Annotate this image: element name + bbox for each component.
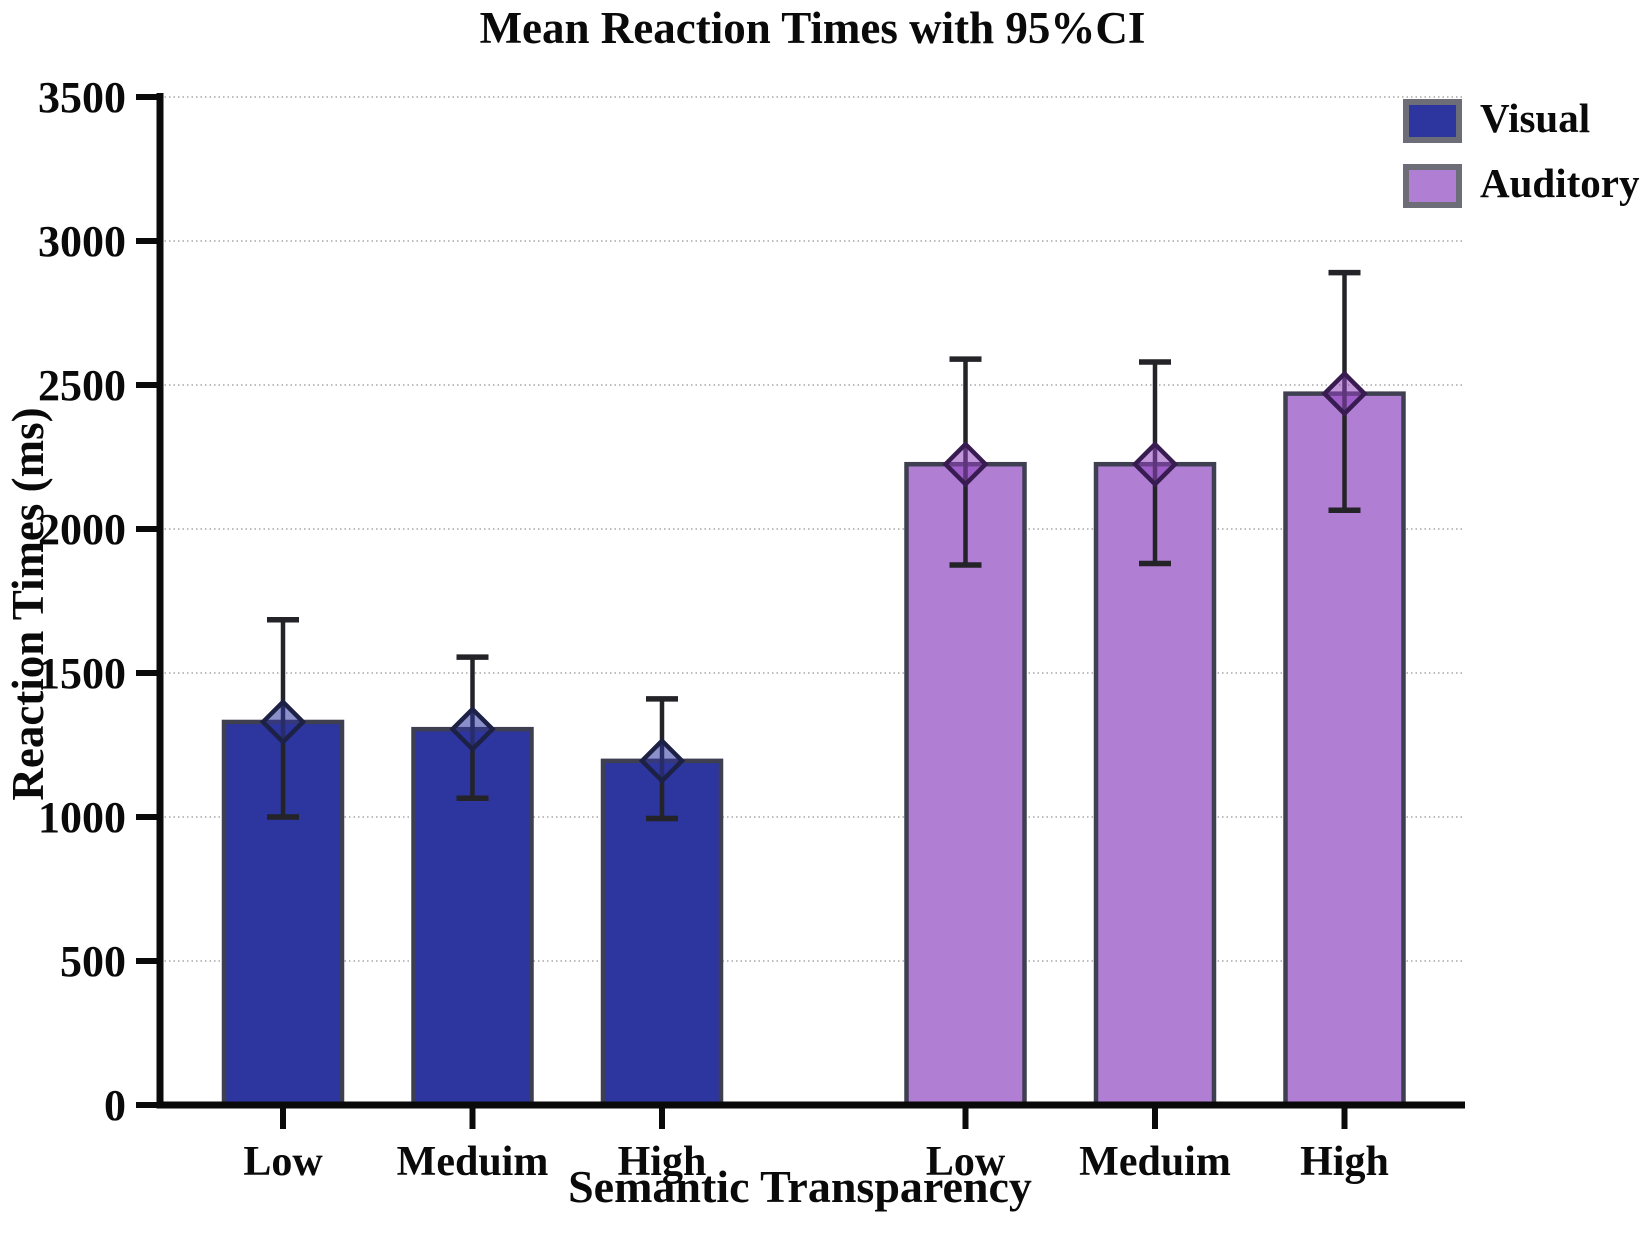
x-tick-label: Low [926,1139,1006,1185]
mean-diamond-marker [1321,370,1368,417]
legend-label-visual: Visual [1480,95,1591,141]
x-tick-label: High [1300,1139,1389,1185]
y-tick-label: 1000 [38,793,126,842]
legend-item-auditory: Auditory [1403,163,1639,208]
legend: Visual Auditory [1403,98,1639,208]
x-tick-label: Meduim [397,1139,549,1185]
legend-item-visual: Visual [1403,98,1639,143]
y-tick-label: 1500 [38,649,126,698]
x-tick-label: Meduim [1079,1139,1231,1185]
mean-diamond-marker [638,737,686,785]
y-tick-label: 500 [60,937,126,986]
x-tick-label: High [618,1139,707,1185]
mean-diamond-marker [449,705,496,753]
mean-diamond-marker [259,698,307,746]
legend-label-auditory: Auditory [1480,160,1640,206]
y-tick-label: 2000 [38,505,126,554]
visual-swatch-icon [1403,98,1462,143]
y-tick-label: 3500 [38,73,126,122]
x-axis-title: Semantic Transparency [568,1161,1032,1212]
x-tick-label: Low [243,1139,323,1185]
y-tick-label: 0 [104,1081,126,1130]
y-tick-label: 3000 [38,217,126,266]
chart-title: Mean Reaction Times with 95%CI [479,3,1146,53]
mean-diamond-marker [942,441,989,488]
mean-diamond-marker [1131,441,1179,488]
y-tick-label: 2500 [38,361,126,410]
auditory-swatch-icon [1403,163,1462,208]
